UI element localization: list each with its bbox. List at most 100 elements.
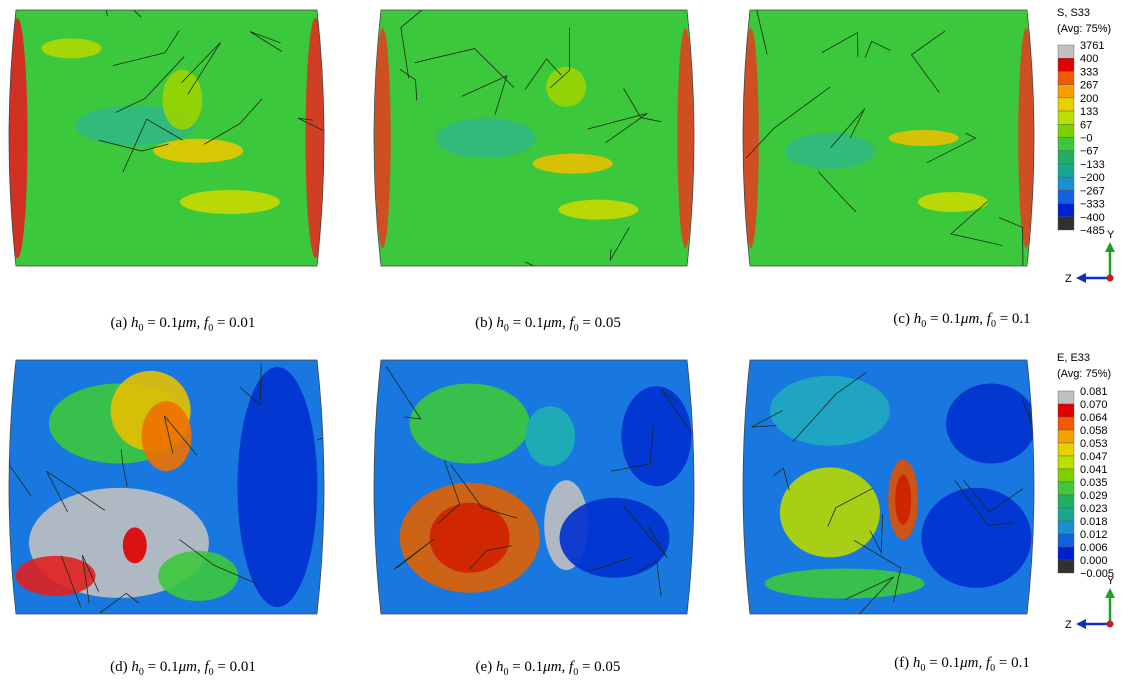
figure: S, S33(Avg: 75%)376140033326720013367−0−… — [0, 0, 1141, 681]
legend-label: 0.041 — [1080, 464, 1108, 476]
caption-part: , — [562, 659, 570, 675]
legend-label: 0.070 — [1080, 399, 1108, 411]
caption-part: μm — [177, 315, 197, 331]
contour-region — [765, 569, 925, 599]
legend-swatch — [1058, 417, 1074, 430]
contour-panel — [363, 360, 705, 614]
legend-label: −400 — [1080, 212, 1105, 224]
legend-swatch — [1058, 164, 1074, 177]
legend-swatch — [1058, 204, 1074, 217]
caption-part: = 0.1 — [509, 315, 544, 331]
legend-swatch — [1058, 124, 1074, 137]
legend-label: −133 — [1080, 159, 1105, 171]
contour-region — [895, 475, 911, 525]
contour-region — [525, 406, 575, 466]
caption: (b) h0 = 0.1μm, f0 = 0.05 — [475, 315, 621, 334]
legend-swatch — [1058, 177, 1074, 190]
contour-panel — [363, 0, 705, 277]
legend-label: 267 — [1080, 80, 1098, 92]
legend-swatch — [1058, 404, 1074, 417]
legend-swatch — [1058, 508, 1074, 521]
contour-panel — [732, 360, 1045, 614]
caption-part: , — [978, 655, 986, 671]
legend-label: 0.006 — [1080, 542, 1108, 554]
legend-label: 67 — [1080, 119, 1092, 131]
axis-origin — [1107, 275, 1114, 282]
legend-swatch — [1058, 45, 1074, 58]
caption-part: = 0.05 — [579, 315, 621, 331]
legend-swatch — [1058, 190, 1074, 203]
legend-swatch — [1058, 430, 1074, 443]
legend-label: 0.018 — [1080, 516, 1108, 528]
legend-label: 333 — [1080, 66, 1098, 78]
contour-region — [41, 38, 101, 58]
caption-part: , — [979, 311, 987, 327]
legend-label: 0.012 — [1080, 529, 1108, 541]
legend-swatch — [1058, 482, 1074, 495]
legend-swatch — [1058, 138, 1074, 151]
caption: (d) h0 = 0.1μm, f0 = 0.01 — [110, 659, 256, 678]
axis-origin — [1107, 621, 1114, 628]
legend-label: 3761 — [1080, 40, 1104, 52]
axis-label-y: Y — [1107, 229, 1115, 241]
legend-label: 0.081 — [1080, 386, 1108, 398]
axis-head-y — [1105, 588, 1115, 598]
caption-part: = 0.05 — [578, 659, 620, 675]
contour-panel — [0, 0, 339, 266]
caption-part: (e) — [476, 659, 496, 675]
legend-swatch — [1058, 391, 1074, 404]
contour-region — [153, 139, 243, 163]
caption-part: , — [197, 659, 205, 675]
legend-subtitle: (Avg: 75%) — [1057, 368, 1111, 380]
caption-part: , — [197, 315, 205, 331]
panel-fill — [732, 10, 1045, 266]
contour-region — [436, 118, 536, 158]
legend-label: −200 — [1080, 172, 1105, 184]
legend-swatch — [1058, 469, 1074, 482]
legend-label: −485 — [1080, 225, 1105, 237]
caption: (e) h0 = 0.1μm, f0 = 0.05 — [476, 659, 621, 678]
legend-label: −0 — [1080, 133, 1093, 145]
caption-part: , — [562, 315, 570, 331]
legend-swatch — [1058, 98, 1074, 111]
contour-panel — [0, 360, 347, 614]
caption-part: (f) — [894, 655, 913, 671]
contour-region — [123, 527, 147, 563]
caption-part: = 0.1 — [144, 659, 179, 675]
contour-region — [558, 200, 638, 220]
legend-swatch — [1058, 560, 1074, 573]
contour-region — [560, 498, 670, 578]
contour-region — [785, 133, 875, 169]
legend-swatch — [1058, 217, 1074, 230]
contour-region — [918, 192, 988, 212]
contour-region — [305, 18, 325, 258]
caption-part: (c) — [893, 311, 913, 327]
legend-swatch — [1058, 85, 1074, 98]
caption-part: h — [131, 659, 139, 675]
legend-swatch — [1058, 71, 1074, 84]
axis-label-y: Y — [1107, 575, 1115, 587]
contour-region — [237, 367, 317, 607]
axis-head-z — [1076, 619, 1086, 629]
legend-label: 133 — [1080, 106, 1098, 118]
caption-part: h — [496, 659, 504, 675]
caption-part: = 0.1 — [995, 655, 1030, 671]
caption-part: (a) — [111, 315, 131, 331]
contour-region — [780, 467, 880, 557]
legend-swatch — [1058, 495, 1074, 508]
caption-part: = 0.1 — [996, 311, 1031, 327]
caption-part: = 0.1 — [925, 655, 960, 671]
legend-label: 0.029 — [1080, 490, 1108, 502]
legend-title: S, S33 — [1057, 7, 1090, 19]
legend-label: 200 — [1080, 93, 1098, 105]
contour-region — [770, 376, 890, 446]
caption-part: = 0.01 — [214, 659, 256, 675]
contour-region — [142, 401, 192, 471]
legend-label: 0.058 — [1080, 425, 1108, 437]
contour-region — [158, 551, 238, 601]
legend-label: 0.064 — [1080, 412, 1108, 424]
caption-part: (b) — [475, 315, 496, 331]
legend-title: E, E33 — [1057, 352, 1090, 364]
caption: (f) h0 = 0.1μm, f0 = 0.1 — [894, 655, 1030, 674]
caption: (c) h0 = 0.1μm, f0 = 0.1 — [893, 311, 1030, 330]
